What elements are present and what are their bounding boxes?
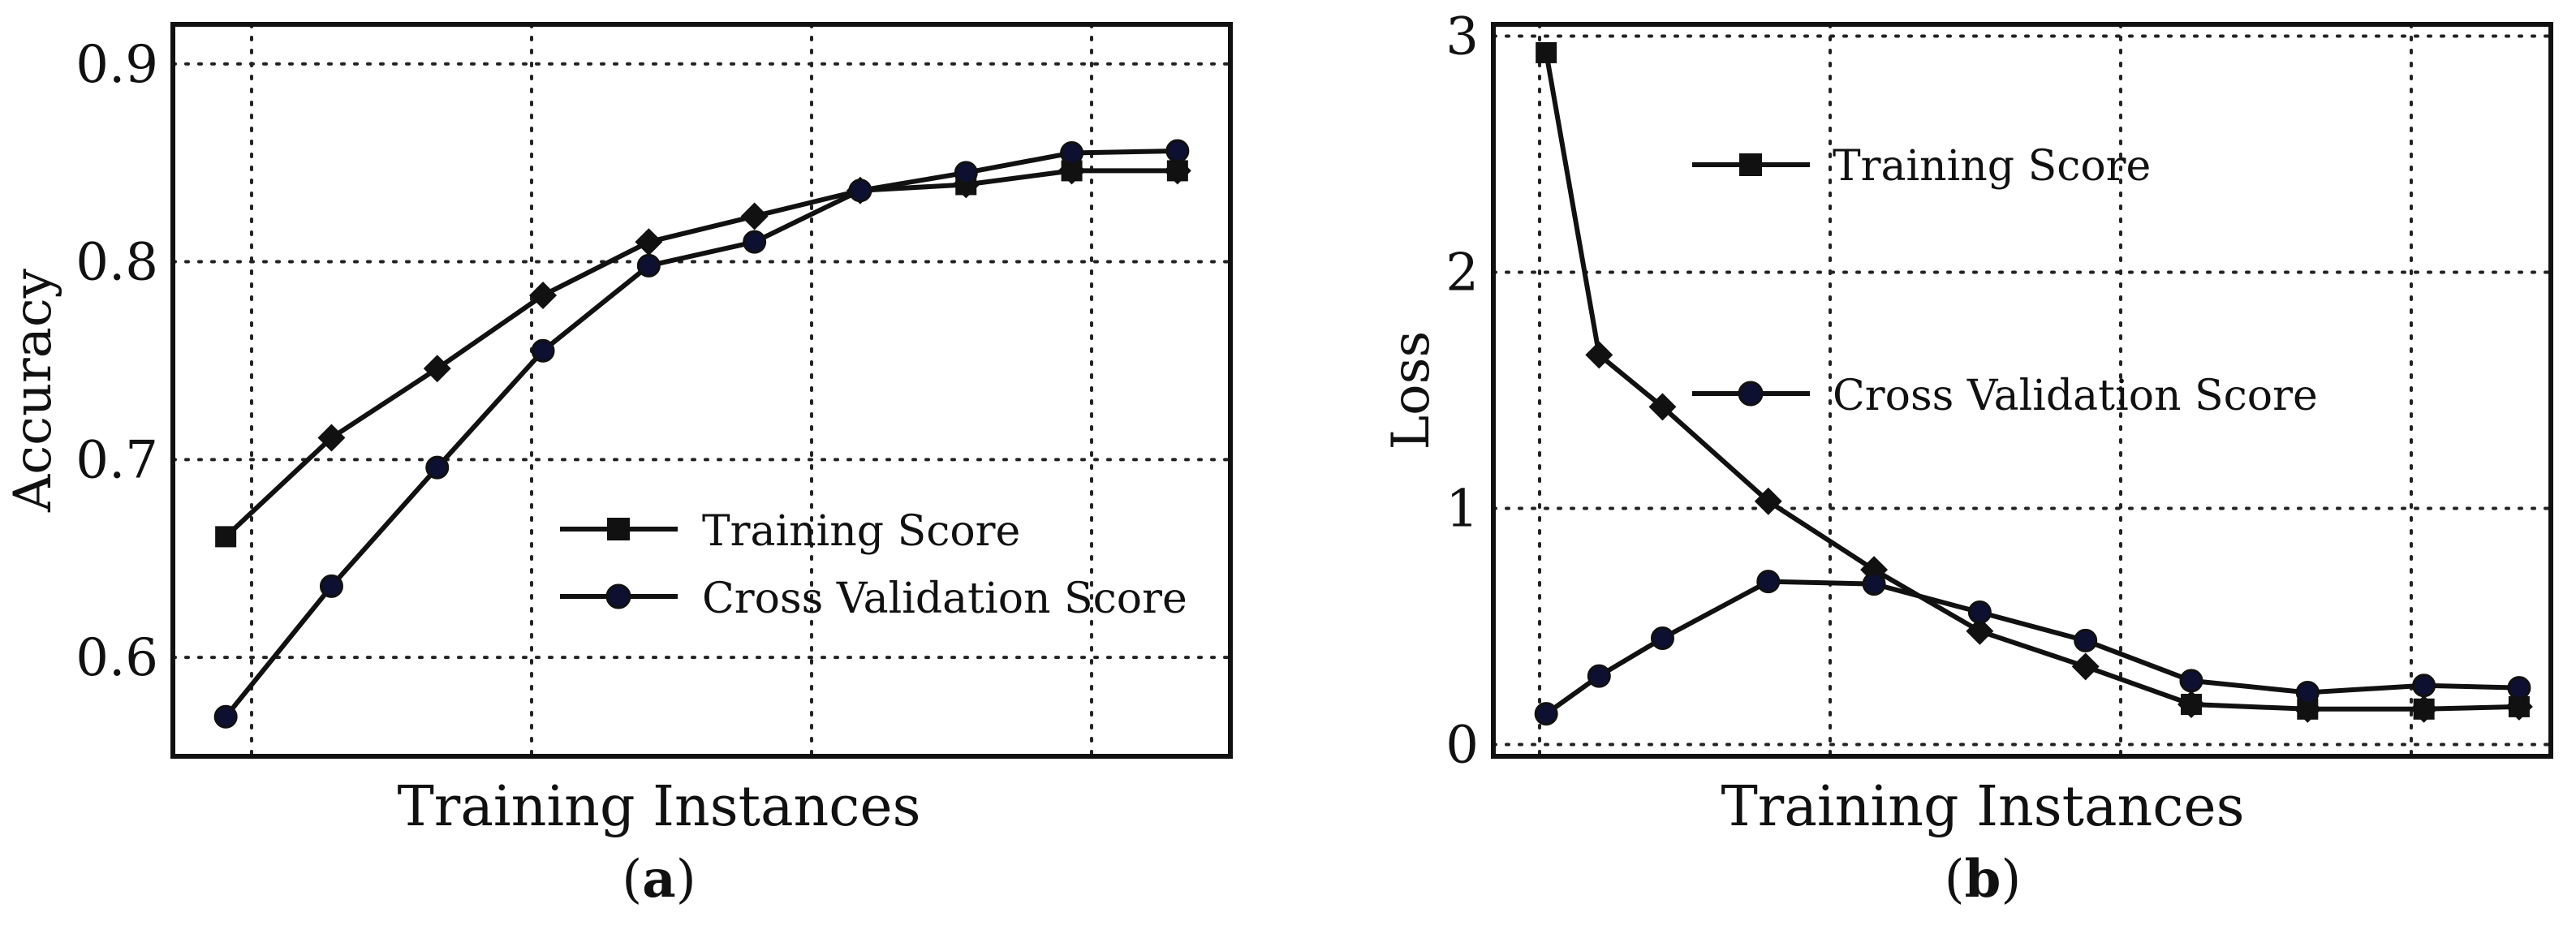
b-point-cv bbox=[2074, 628, 2098, 652]
a-point-training bbox=[529, 282, 558, 309]
a-point-training bbox=[317, 424, 346, 452]
b-y-tick-label: 3 bbox=[1445, 7, 1479, 67]
b-series bbox=[1534, 41, 2533, 726]
a-series bbox=[213, 139, 1191, 729]
a-point-training bbox=[215, 526, 237, 548]
panel-a: 0.6 0.7 0.8 0.9 Accuracy Training Instances… bbox=[3, 22, 1233, 910]
b-y-tick-label: 2 bbox=[1445, 243, 1479, 303]
a-point-cv bbox=[1060, 140, 1084, 165]
b-plot-frame bbox=[1491, 22, 2553, 759]
b-caption-close: ) bbox=[2001, 850, 2021, 910]
a-y-tick-label: 0.8 bbox=[75, 233, 158, 293]
a-grid bbox=[171, 23, 1232, 758]
b-legend-label-cv: Cross Validation Score bbox=[1833, 372, 2318, 420]
a-y-tick-label: 0.6 bbox=[75, 628, 158, 688]
a-point-cv bbox=[531, 338, 555, 363]
svg-text:(b): (b) bbox=[1945, 849, 2022, 910]
b-point-training bbox=[2508, 695, 2530, 717]
b-point-cv bbox=[1756, 570, 1781, 594]
a-y-tick-label: 0.7 bbox=[75, 430, 158, 490]
b-caption-letter: b bbox=[1965, 849, 2001, 910]
a-caption-open: ( bbox=[622, 850, 642, 910]
a-point-cv bbox=[848, 179, 872, 203]
b-legend-marker-training bbox=[1739, 153, 1762, 176]
b-point-training bbox=[1536, 41, 1557, 63]
a-point-training bbox=[635, 228, 663, 256]
a-series-line-training bbox=[224, 168, 1178, 539]
a-point-cv bbox=[319, 574, 343, 598]
a-series-line-cv bbox=[223, 148, 1178, 719]
a-y-axis-label: Accuracy bbox=[3, 269, 63, 513]
b-legend: Training Score Cross Validation Score bbox=[1692, 142, 2318, 420]
b-point-cv bbox=[2412, 674, 2436, 698]
a-legend-label-training: Training Score bbox=[702, 507, 1020, 556]
b-point-training bbox=[2071, 652, 2100, 681]
a-legend: Training Score Cross Validation Score bbox=[560, 507, 1187, 623]
a-point-cv bbox=[1165, 139, 1190, 163]
a-point-training bbox=[740, 202, 769, 230]
b-legend-label-training: Training Score bbox=[1833, 142, 2151, 191]
b-point-training bbox=[2180, 693, 2202, 715]
b-legend-marker-cv bbox=[1738, 381, 1764, 407]
a-plot-frame bbox=[170, 22, 1233, 759]
b-point-cv bbox=[2507, 676, 2531, 700]
a-point-cv bbox=[743, 230, 767, 254]
a-point-cv bbox=[954, 161, 978, 185]
b-point-cv bbox=[1534, 702, 1558, 726]
b-caption-open: ( bbox=[1945, 850, 1965, 910]
a-legend-marker-training bbox=[607, 518, 630, 540]
b-y-ticks: 0 1 2 3 bbox=[1445, 7, 1479, 776]
a-point-cv bbox=[636, 253, 661, 278]
a-caption-letter: a bbox=[642, 849, 675, 910]
b-point-cv bbox=[1650, 626, 1674, 651]
b-x-axis-label: Training Instances bbox=[1721, 775, 2244, 839]
b-point-cv bbox=[2295, 680, 2320, 704]
b-point-training bbox=[2413, 698, 2435, 720]
b-y-tick-label: 0 bbox=[1445, 715, 1479, 775]
a-y-tick-label: 0.9 bbox=[75, 35, 158, 95]
b-caption: (b) bbox=[1945, 849, 2022, 910]
b-y-tick-label: 1 bbox=[1445, 479, 1479, 539]
a-legend-marker-cv bbox=[605, 583, 631, 609]
b-grid bbox=[1492, 23, 2552, 758]
a-caption: (a) bbox=[622, 849, 696, 910]
a-caption-close: ) bbox=[676, 850, 696, 910]
a-legend-label-cv: Cross Validation Score bbox=[702, 575, 1187, 623]
a-point-training bbox=[423, 355, 451, 383]
a-point-cv bbox=[213, 704, 238, 729]
b-point-cv bbox=[1862, 572, 1886, 596]
a-x-axis-label: Training Instances bbox=[397, 775, 920, 839]
b-point-cv bbox=[2179, 669, 2203, 693]
a-point-training bbox=[1166, 160, 1188, 182]
a-point-cv bbox=[425, 455, 450, 480]
svg-text:(a): (a) bbox=[622, 849, 696, 910]
b-point-cv bbox=[1587, 664, 1611, 688]
b-point-training bbox=[1585, 341, 1613, 369]
panel-b: 0 1 2 3 Loss Training Instances (b) Trainin… bbox=[1381, 7, 2553, 910]
b-point-cv bbox=[1967, 600, 1992, 625]
a-y-ticks: 0.6 0.7 0.8 0.9 bbox=[75, 35, 158, 688]
b-y-axis-label: Loss bbox=[1381, 331, 1441, 450]
